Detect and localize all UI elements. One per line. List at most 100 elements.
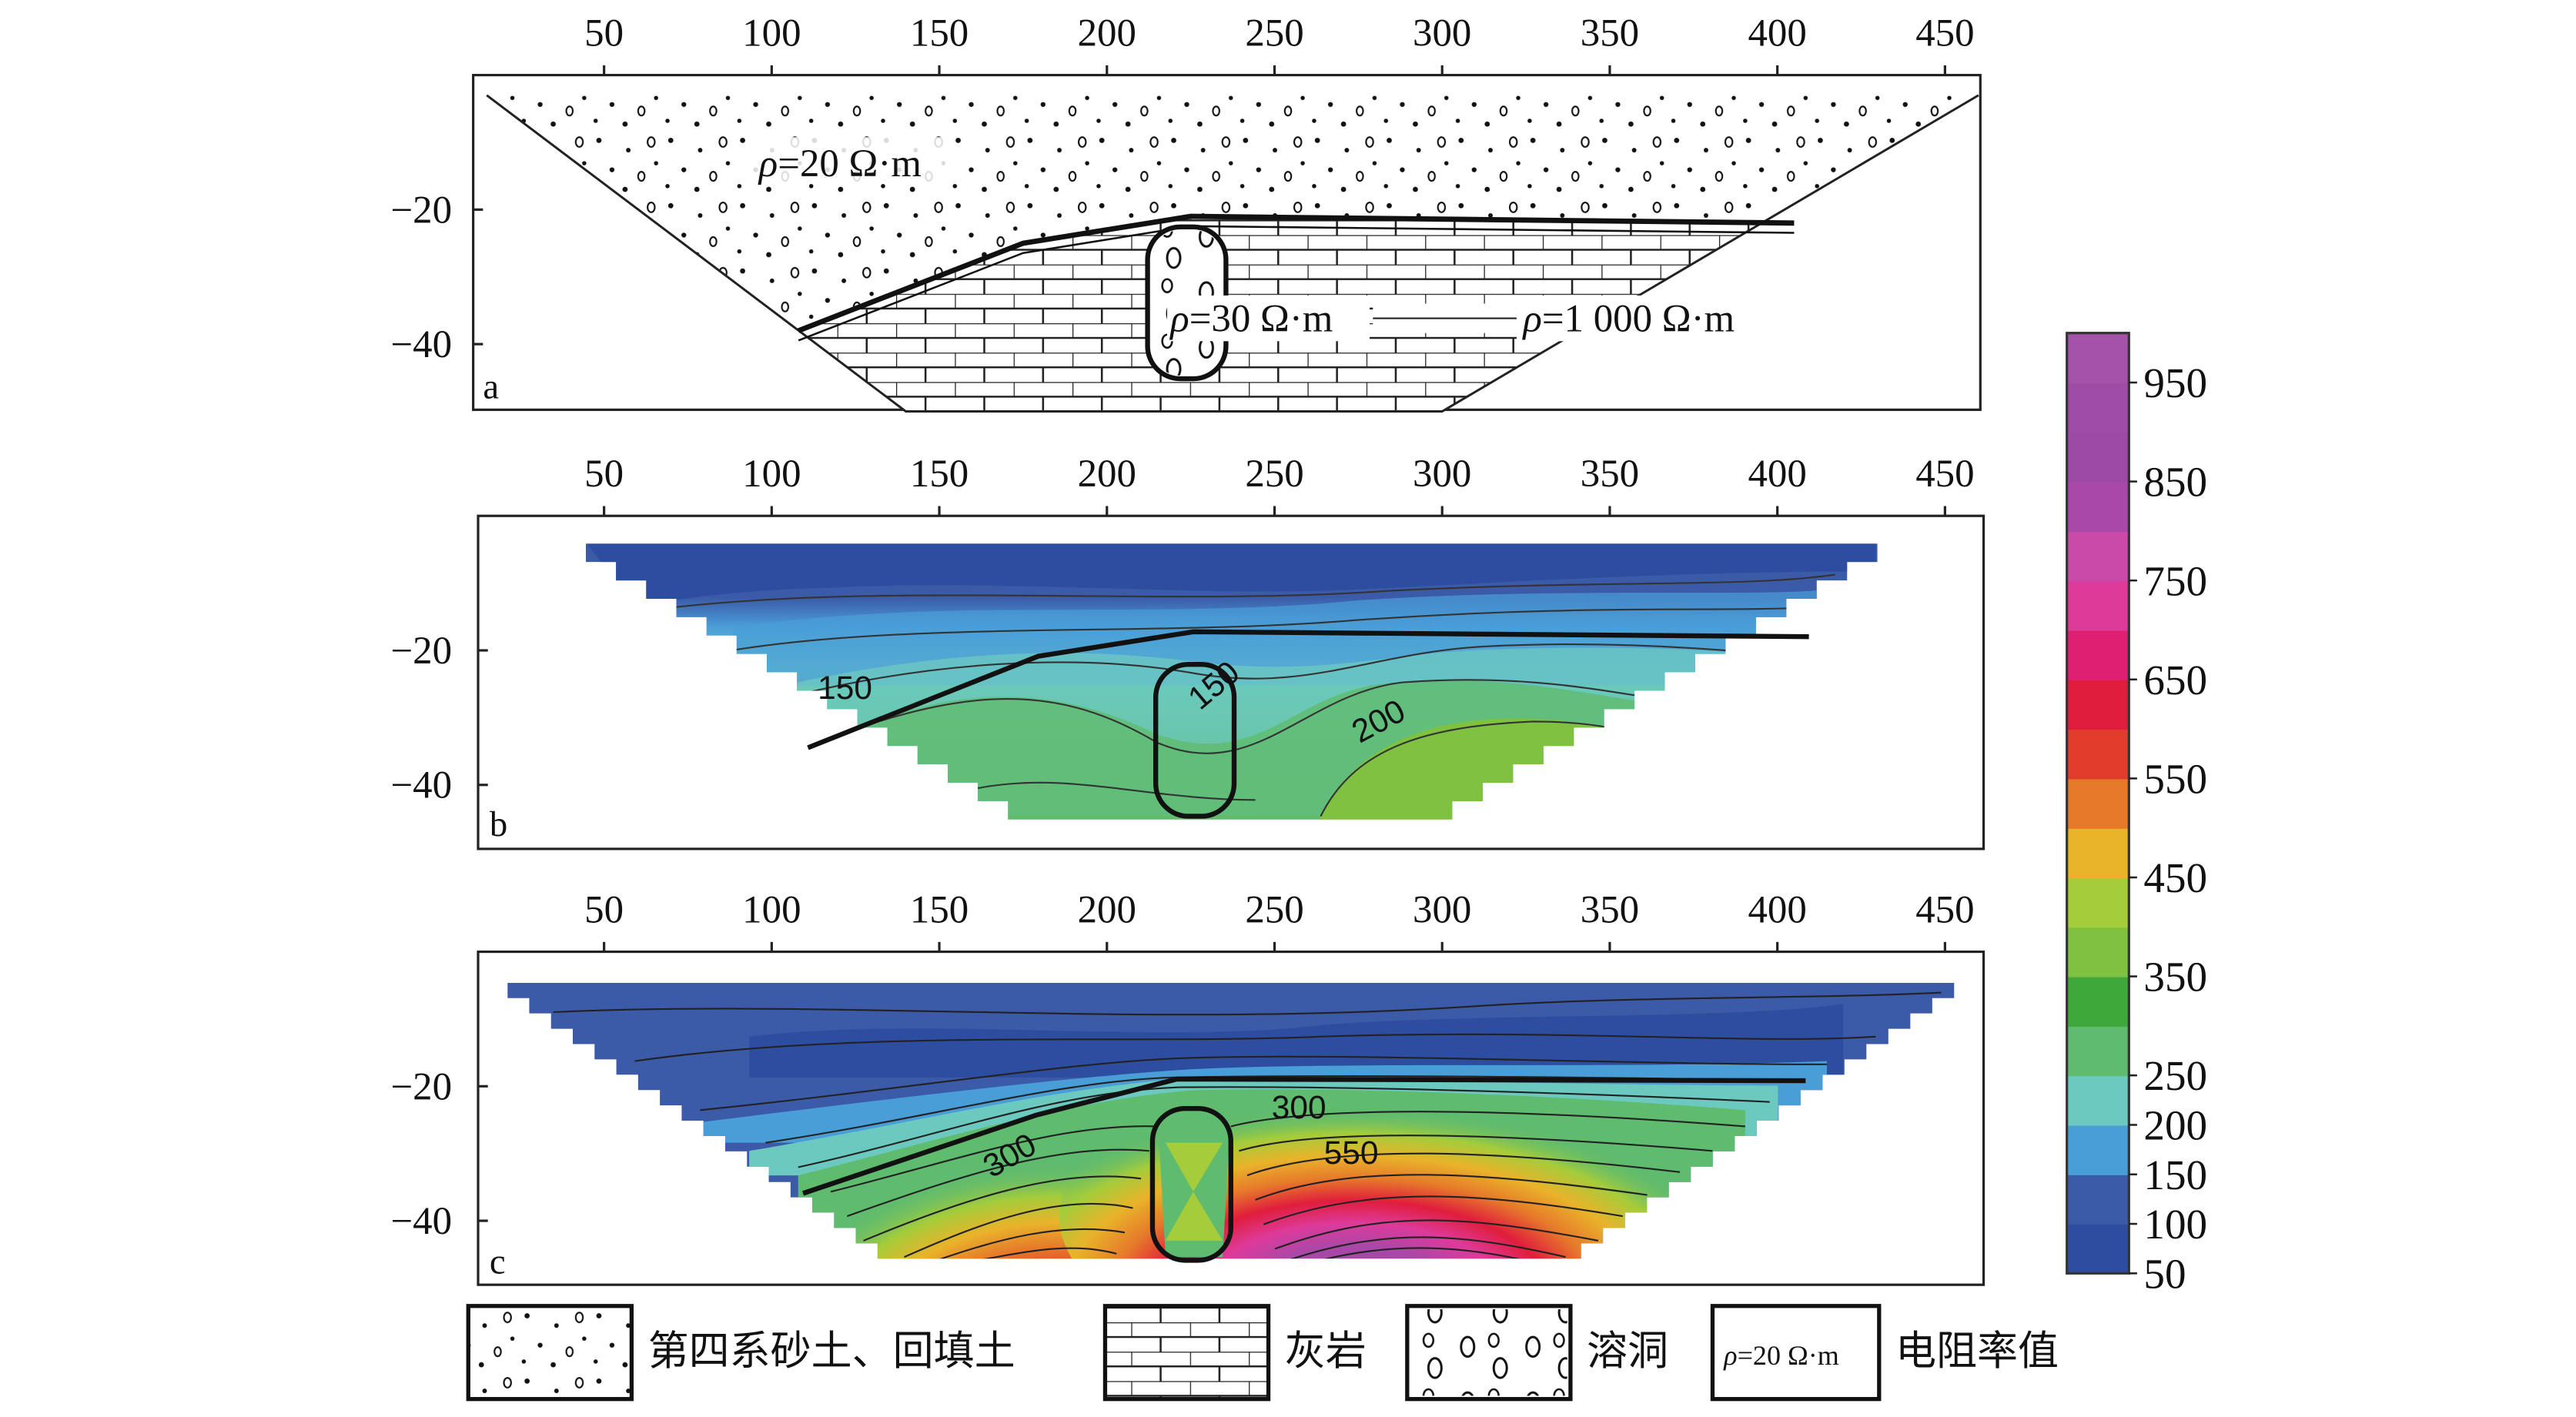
legend-swatch-resistivity-text: ρ=20 Ω·m bbox=[1723, 1340, 1839, 1371]
y-tick-label: −20 bbox=[390, 189, 452, 232]
x-tick-label: 250 bbox=[1245, 453, 1303, 496]
x-tick-label: 150 bbox=[910, 453, 969, 496]
x-tick-label: 200 bbox=[1078, 12, 1136, 55]
panel-b-contour bbox=[781, 643, 1762, 700]
section-outline bbox=[486, 94, 1979, 413]
x-tick-label: 50 bbox=[584, 453, 624, 496]
rho-cave-label: ρ=30 Ω·m bbox=[1169, 298, 1333, 341]
x-tick-label: 300 bbox=[1413, 888, 1471, 931]
colorbar-segment bbox=[2066, 1075, 2129, 1126]
colorbar-tick-label: 100 bbox=[2143, 1201, 2207, 1248]
legend-swatch-sand bbox=[466, 1304, 634, 1402]
x-tick-label: 400 bbox=[1748, 888, 1806, 931]
panel-b-contour bbox=[863, 679, 1681, 754]
colorbar-tick-label: 850 bbox=[2143, 459, 2207, 506]
panel-c-cave-zone-inner bbox=[1165, 1142, 1223, 1192]
colorbar-tick-label: 50 bbox=[2143, 1250, 2186, 1297]
colorbar-tick-label: 650 bbox=[2143, 657, 2207, 703]
x-tick-label: 450 bbox=[1915, 888, 1974, 931]
colorbar-tick-label: 350 bbox=[2143, 954, 2207, 1001]
y-tick-label: −20 bbox=[390, 1065, 452, 1108]
x-tick-label: 100 bbox=[742, 453, 801, 496]
colorbar-segment bbox=[2066, 679, 2129, 730]
label-bg-1000 bbox=[1516, 295, 1788, 342]
colorbar-segment bbox=[2066, 530, 2129, 582]
panel-b-interface bbox=[807, 629, 1809, 750]
interface-line-2 bbox=[798, 225, 1795, 342]
colorbar-tick-label: 750 bbox=[2143, 557, 2207, 604]
colorbar-segment bbox=[2066, 630, 2129, 680]
x-tick-label: 50 bbox=[584, 888, 624, 931]
x-tick-label: 250 bbox=[1245, 888, 1303, 931]
panel-b-frame bbox=[477, 514, 1986, 851]
colorbar-tick-label: 200 bbox=[2143, 1102, 2207, 1149]
colorbar-segment bbox=[2066, 333, 2129, 384]
x-tick-label: 200 bbox=[1078, 888, 1136, 931]
x-tick-label: 450 bbox=[1915, 453, 1974, 496]
panel-c-frame bbox=[477, 950, 1986, 1286]
colorbar-tick-label: 250 bbox=[2143, 1052, 2207, 1099]
x-tick-label: 400 bbox=[1748, 453, 1806, 496]
panel-c-label: c bbox=[490, 1242, 506, 1282]
legend-swatch-resistivity bbox=[1710, 1304, 1882, 1402]
panel-a: 50 100 150 200 250 300 350 400 450 −20 −40 ρ=20 Ω·… bbox=[390, 12, 1982, 413]
x-tick-label: 50 bbox=[584, 12, 624, 55]
colorbar-segment bbox=[2066, 1224, 2129, 1275]
x-tick-label: 100 bbox=[742, 12, 801, 55]
label-bg-30 bbox=[1167, 295, 1370, 342]
panel-b-top-band bbox=[585, 543, 1876, 607]
rho-sand-label: ρ=20 Ω·m bbox=[758, 142, 922, 185]
colorbar-frame bbox=[2066, 332, 2130, 1275]
interface-line bbox=[797, 213, 1795, 333]
panel-c: 50 100 150 200 250 300 350 400 450 −20 −40 bbox=[390, 888, 1986, 1286]
colorbar-segment bbox=[2066, 976, 2129, 1027]
x-tick-label: 100 bbox=[742, 888, 801, 931]
y-tick-label: −40 bbox=[390, 764, 452, 807]
colorbar-tick-label: 450 bbox=[2143, 854, 2207, 901]
x-tick-label: 250 bbox=[1245, 12, 1303, 55]
panel-a-label: a bbox=[483, 367, 499, 407]
legend-label-limestone: 灰岩 bbox=[1285, 1327, 1367, 1375]
colorbar-segment bbox=[2066, 580, 2129, 631]
x-tick-label: 150 bbox=[910, 12, 969, 55]
colorbar-segment bbox=[2066, 1174, 2129, 1225]
colorbar-segments bbox=[2066, 333, 2129, 1275]
colorbar-segment bbox=[2066, 778, 2129, 829]
panel-b-contour bbox=[716, 606, 1811, 654]
legend-swatch-cave-fill bbox=[1410, 1309, 1567, 1396]
x-tick-label: 150 bbox=[910, 888, 969, 931]
x-tick-label: 450 bbox=[1915, 12, 1974, 55]
legend: 第四系砂土、回填土 灰岩 溶洞 ρ=20 Ω·m 电阻率值 bbox=[466, 1304, 2059, 1402]
x-tick-label: 300 bbox=[1413, 12, 1471, 55]
legend-label-sand: 第四系砂土、回填土 bbox=[648, 1327, 1015, 1375]
label-bg-20 bbox=[752, 137, 955, 183]
x-tick-label: 350 bbox=[1581, 888, 1639, 931]
y-tick-label: −20 bbox=[390, 630, 452, 673]
y-tick-label: −40 bbox=[390, 323, 452, 366]
panel-c-deep-blue bbox=[749, 1004, 1844, 1078]
panel-a-axis: 50 100 150 200 250 300 350 400 450 −20 −40 bbox=[390, 12, 1974, 366]
colorbar-segment bbox=[2066, 481, 2129, 532]
panel-b: 50 100 150 200 250 300 350 400 450 −20 −40 150 150… bbox=[390, 453, 1986, 851]
legend-swatch-limestone bbox=[1102, 1304, 1271, 1402]
panel-c-cave bbox=[1149, 1105, 1233, 1263]
panel-c-interface bbox=[802, 1076, 1806, 1196]
y-tick-label: −40 bbox=[390, 1200, 452, 1243]
colorbar-segment bbox=[2066, 382, 2129, 433]
colorbar-segment bbox=[2066, 1125, 2129, 1175]
colorbar-segment bbox=[2066, 729, 2129, 780]
x-tick-label: 400 bbox=[1748, 12, 1806, 55]
panel-c-axis: 50 100 150 200 250 300 350 400 450 −20 −40 bbox=[390, 888, 1974, 1243]
x-tick-label: 350 bbox=[1581, 453, 1639, 496]
colorbar-tick-label: 150 bbox=[2143, 1151, 2207, 1198]
colorbar-tick-label: 950 bbox=[2143, 359, 2207, 406]
colorbar-segment bbox=[2066, 877, 2129, 928]
legend-label-resistivity: 电阻率值 bbox=[1895, 1327, 2059, 1375]
panel-c-cave-zone-inner bbox=[1165, 1191, 1223, 1241]
panel-b-cave bbox=[1153, 662, 1237, 819]
x-tick-label: 350 bbox=[1581, 12, 1639, 55]
colorbar-segment bbox=[2066, 1025, 2129, 1077]
rho-limestone-label: ρ=1 000 Ω·m bbox=[1521, 298, 1735, 341]
